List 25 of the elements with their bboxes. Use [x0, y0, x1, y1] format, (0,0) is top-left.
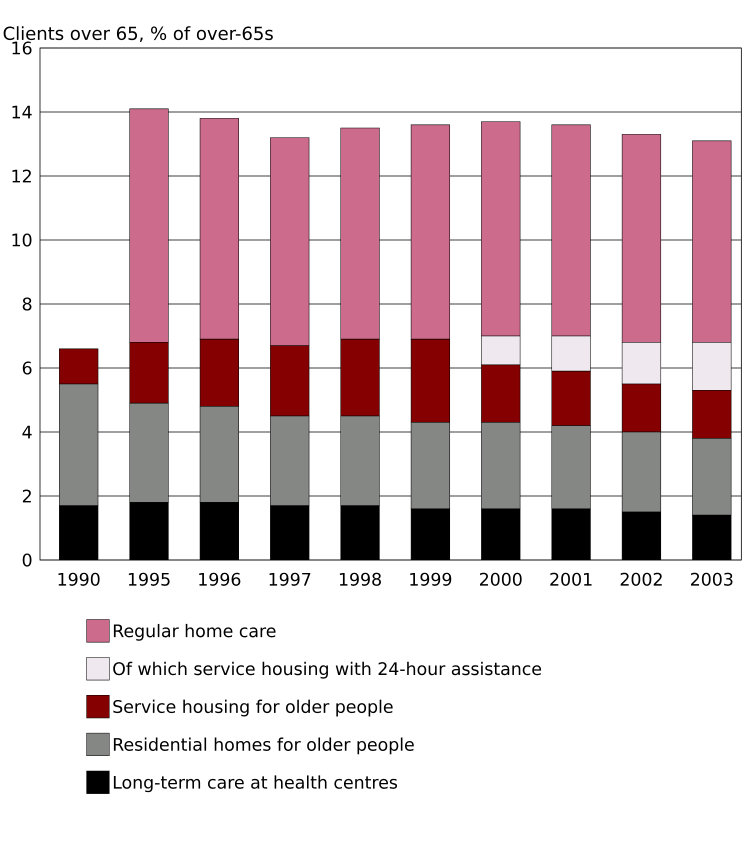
x-tick-label: 2003 [691, 572, 732, 586]
legend-label: Regular home care [114, 624, 276, 641]
legend-label: Of which service housing with 24-hour assistance [113, 662, 542, 679]
x-tick-label: 1997 [270, 572, 310, 586]
y-tick-label: 10 [12, 233, 32, 247]
x-tick-label: 2002 [620, 572, 662, 586]
legend-label: Long-term care at health centres [114, 775, 398, 792]
x-tick-label: 1995 [128, 572, 170, 586]
x-tick-label: 1990 [58, 572, 100, 586]
x-tick-label: 2000 [480, 572, 522, 586]
y-tick-label: 12 [12, 170, 31, 182]
x-tick-label: 1996 [199, 572, 240, 586]
y-axis-title: Clients over 65, % of over-65s [4, 26, 273, 42]
y-tick-label: 14 [12, 106, 32, 118]
x-tick-label: 1999 [410, 572, 452, 586]
y-tick-label: 2 [22, 490, 31, 502]
x-tick-label: 1998 [340, 572, 381, 586]
legend-label: Residential homes for older people [114, 738, 414, 754]
y-tick-label: 4 [22, 426, 32, 438]
y-tick-label: 6 [22, 361, 32, 375]
x-tick-label: 2001 [550, 572, 592, 586]
y-tick-label: 0 [22, 553, 32, 567]
y-tick-label: 8 [22, 297, 32, 311]
legend-label: Service housing for older people [113, 700, 393, 716]
y-tick-label: 16 [12, 41, 32, 55]
